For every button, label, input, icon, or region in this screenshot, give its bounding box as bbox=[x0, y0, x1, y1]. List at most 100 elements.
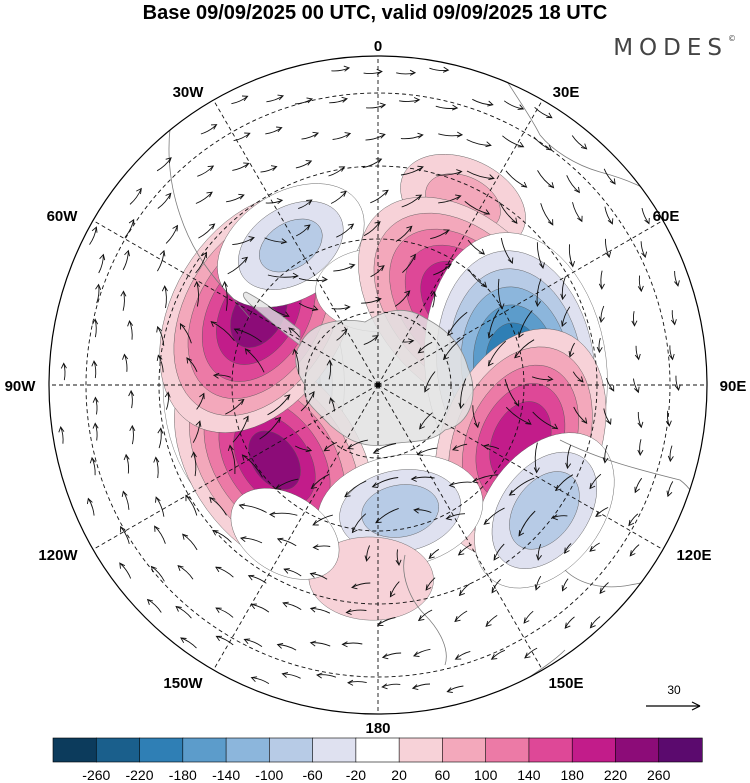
wind-vector-arrow bbox=[364, 545, 371, 562]
wind-vector-arrow bbox=[637, 411, 644, 429]
colorbar-swatch bbox=[139, 737, 184, 763]
wind-vector-arrow bbox=[347, 679, 367, 686]
wind-vector-arrow bbox=[403, 338, 415, 345]
wind-vector-arrow bbox=[674, 270, 680, 287]
wind-vector-arrow bbox=[260, 165, 278, 173]
wind-vector-arrow bbox=[534, 278, 542, 307]
wind-vector-arrow bbox=[185, 494, 198, 516]
wind-vector-arrow bbox=[326, 359, 333, 380]
wind-vector-arrow bbox=[186, 357, 198, 372]
wind-vector-arrow bbox=[454, 650, 471, 660]
wind-vector-arrow bbox=[451, 443, 468, 451]
wind-vector-arrow bbox=[573, 406, 588, 424]
meridian-line bbox=[92, 384, 379, 550]
wind-vector-arrow bbox=[376, 617, 396, 627]
wind-vector-arrow bbox=[351, 513, 367, 534]
wind-vector-arrow bbox=[331, 304, 351, 311]
colorbar: -260 -220 -180 -140 -100 -60 -20 20 60 100 140 180 2… bbox=[52, 737, 703, 783]
wind-vector-arrow bbox=[164, 391, 171, 410]
wind-vector-arrow bbox=[180, 637, 197, 649]
wind-vector-arrow bbox=[298, 276, 328, 283]
wind-vector-arrow bbox=[446, 685, 464, 693]
wind-vector-arrow bbox=[537, 170, 555, 189]
wind-vector-arrow bbox=[416, 447, 438, 456]
colorbar-swatch bbox=[312, 737, 357, 763]
wind-vector-arrow bbox=[276, 537, 297, 547]
wind-vector-arrow bbox=[156, 354, 164, 373]
wind-vector-arrow bbox=[568, 342, 575, 358]
wind-vector-arrow bbox=[331, 65, 351, 72]
colorbar-swatch bbox=[225, 737, 270, 763]
map-title: Base 09/09/2025 00 UTC, valid 09/09/2025… bbox=[142, 2, 608, 24]
colorbar-tick-label: -140 bbox=[212, 767, 240, 783]
wind-vector-arrow bbox=[395, 549, 402, 566]
wind-vector-arrow bbox=[265, 198, 284, 205]
wind-vector-arrow bbox=[210, 320, 235, 341]
wind-vector-arrow bbox=[629, 544, 640, 557]
wind-vector-arrow bbox=[641, 208, 650, 225]
wind-vector-arrow bbox=[394, 290, 411, 307]
wind-vector-arrow bbox=[122, 249, 130, 271]
wind-vector-arrow bbox=[417, 341, 433, 354]
wind-vector-arrow bbox=[58, 426, 65, 444]
wind-vector-arrow bbox=[433, 263, 452, 276]
wind-vector-arrow bbox=[430, 229, 450, 240]
wind-vector-arrow bbox=[599, 582, 609, 595]
lon-label-0: 0 bbox=[374, 38, 382, 55]
wind-vector-arrow bbox=[232, 236, 255, 246]
wind-vector-arrow bbox=[596, 337, 603, 354]
lon-label-90w: 90W bbox=[5, 378, 37, 395]
wind-vector-arrow bbox=[595, 507, 609, 517]
lon-label-30w: 30W bbox=[173, 84, 205, 101]
wind-vector-arrow bbox=[435, 169, 463, 176]
wind-vector-arrow bbox=[505, 170, 528, 188]
wind-vector-arrow bbox=[347, 439, 368, 450]
wind-vector-arrow bbox=[396, 69, 417, 76]
wind-vector-arrow bbox=[438, 194, 462, 204]
wind-vector-arrow bbox=[454, 610, 468, 623]
wind-vector-arrow bbox=[472, 405, 480, 429]
wind-vector-arrow bbox=[485, 615, 498, 627]
wind-vector-arrow bbox=[400, 132, 424, 140]
wind-vector-arrow bbox=[233, 328, 262, 343]
wind-vector-arrow bbox=[198, 223, 216, 239]
lon-label-120e: 120E bbox=[676, 547, 711, 564]
wind-vector-arrow bbox=[363, 335, 379, 346]
colorbar-swatch bbox=[269, 737, 314, 763]
reference-vector-label: 30 bbox=[667, 683, 681, 697]
lon-label-60e: 60E bbox=[653, 208, 680, 225]
wind-vector-arrow bbox=[328, 166, 346, 177]
colorbar-tick-label: -20 bbox=[346, 767, 366, 783]
wind-vector-arrow bbox=[225, 398, 245, 415]
wind-vector-arrow bbox=[195, 251, 207, 274]
wind-vector-arrow bbox=[428, 548, 440, 560]
wind-vector-arrow bbox=[493, 543, 505, 561]
brand-name: MODES bbox=[613, 35, 728, 61]
wind-vector-arrow bbox=[633, 378, 640, 394]
colorbar-tick-label: -60 bbox=[302, 767, 322, 783]
wind-vector-arrow bbox=[157, 192, 172, 209]
colorbar-swatch bbox=[658, 737, 703, 763]
wind-vector-arrow bbox=[504, 378, 520, 407]
wind-vector-arrow bbox=[60, 362, 67, 381]
brand-mark: © bbox=[728, 34, 736, 43]
wind-vector-arrow bbox=[435, 104, 459, 111]
wind-vector-arrow bbox=[244, 348, 265, 373]
wind-vector-arrow bbox=[333, 263, 356, 272]
wind-vector-arrow bbox=[264, 237, 288, 245]
wind-vector-arrow bbox=[399, 97, 421, 104]
wind-vector-arrow bbox=[175, 605, 192, 619]
colorbar-tick-label: 140 bbox=[517, 767, 541, 783]
wind-vector-arrow bbox=[603, 168, 616, 185]
wind-vector-arrow bbox=[288, 327, 300, 338]
wind-vector-arrow bbox=[598, 305, 605, 323]
wind-vector-arrow bbox=[371, 477, 399, 488]
wind-vector-arrow bbox=[226, 193, 245, 203]
colorbar-tick-label: 260 bbox=[647, 767, 671, 783]
wind-vector-arrow bbox=[413, 648, 431, 657]
wind-vector-arrow bbox=[127, 320, 134, 340]
wind-vector-arrow bbox=[531, 375, 554, 382]
wind-vector-arrow bbox=[534, 575, 542, 591]
wind-vector-arrow bbox=[637, 275, 644, 293]
colorbar-swatch bbox=[355, 737, 400, 763]
